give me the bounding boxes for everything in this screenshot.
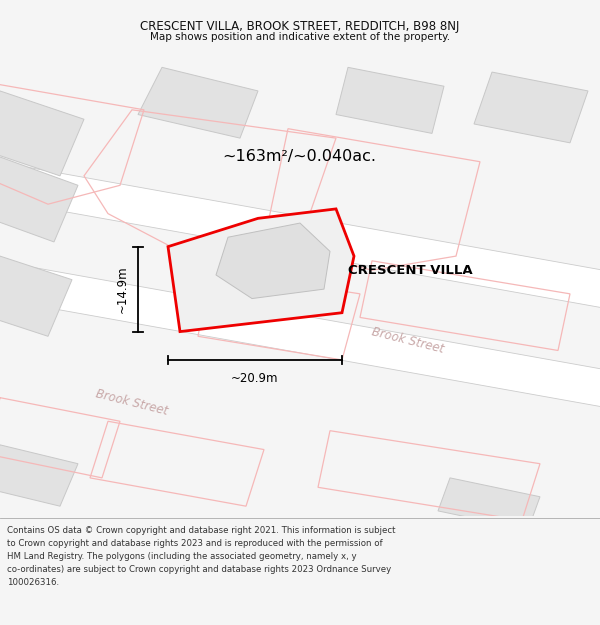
Polygon shape <box>0 91 84 176</box>
Text: Map shows position and indicative extent of the property.: Map shows position and indicative extent… <box>150 32 450 43</box>
Text: CRESCENT VILLA: CRESCENT VILLA <box>348 264 473 277</box>
Polygon shape <box>216 223 330 299</box>
Polygon shape <box>336 68 444 133</box>
Polygon shape <box>168 209 354 332</box>
Polygon shape <box>0 256 600 412</box>
Text: ~20.9m: ~20.9m <box>231 372 279 385</box>
Polygon shape <box>0 256 72 336</box>
Polygon shape <box>138 68 258 138</box>
Polygon shape <box>0 157 600 312</box>
Text: Brook Street: Brook Street <box>371 326 445 356</box>
Text: ~163m²/~0.040ac.: ~163m²/~0.040ac. <box>222 149 376 164</box>
Polygon shape <box>474 72 588 143</box>
Text: ~14.9m: ~14.9m <box>116 265 129 313</box>
Polygon shape <box>438 478 540 530</box>
Text: Contains OS data © Crown copyright and database right 2021. This information is : Contains OS data © Crown copyright and d… <box>7 526 396 587</box>
Polygon shape <box>0 157 78 242</box>
Text: CRESCENT VILLA, BROOK STREET, REDDITCH, B98 8NJ: CRESCENT VILLA, BROOK STREET, REDDITCH, … <box>140 20 460 32</box>
Text: Brook Street: Brook Street <box>95 387 169 418</box>
Polygon shape <box>0 445 78 506</box>
